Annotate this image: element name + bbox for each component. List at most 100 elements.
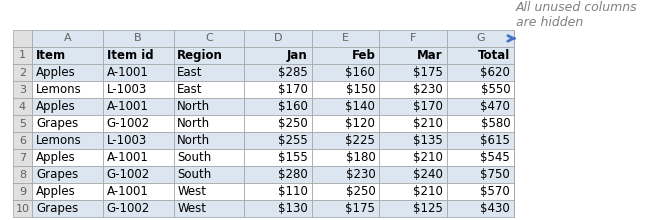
Text: $240: $240 (413, 168, 443, 181)
Bar (312, 64, 379, 81)
Bar (244, 132, 312, 149)
Bar (379, 149, 447, 166)
Text: $545: $545 (481, 151, 511, 164)
Text: $210: $210 (413, 185, 443, 198)
Bar (379, 64, 447, 81)
Bar (312, 183, 379, 200)
Bar (174, 81, 244, 98)
Bar (244, 47, 312, 64)
Text: 3: 3 (19, 84, 26, 95)
Text: 8: 8 (19, 170, 26, 180)
Text: 2: 2 (19, 68, 26, 77)
Text: $175: $175 (345, 202, 375, 215)
Text: $570: $570 (481, 185, 511, 198)
Bar (32, 149, 103, 166)
Text: West: West (178, 185, 206, 198)
Bar (244, 149, 312, 166)
Bar (447, 30, 514, 47)
Bar (447, 132, 514, 149)
Bar (312, 149, 379, 166)
Bar (103, 200, 174, 217)
Text: $210: $210 (413, 151, 443, 164)
Text: 5: 5 (19, 119, 26, 129)
Text: East: East (178, 83, 203, 96)
Bar (379, 166, 447, 183)
Text: $580: $580 (481, 117, 511, 130)
Bar (32, 115, 103, 132)
Text: A-1001: A-1001 (107, 100, 149, 113)
Text: A-1001: A-1001 (107, 185, 149, 198)
Bar (174, 64, 244, 81)
Text: L-1003: L-1003 (107, 83, 147, 96)
Bar (13, 132, 32, 149)
Text: $620: $620 (481, 66, 511, 79)
Bar (103, 149, 174, 166)
Text: Total: Total (478, 49, 511, 62)
Text: $175: $175 (413, 66, 443, 79)
Text: $250: $250 (278, 117, 308, 130)
Bar (13, 81, 32, 98)
Bar (13, 30, 32, 47)
Bar (174, 149, 244, 166)
Bar (103, 98, 174, 115)
Bar (447, 115, 514, 132)
Text: E: E (342, 33, 349, 43)
Text: $225: $225 (345, 134, 375, 147)
Text: G-1002: G-1002 (107, 168, 150, 181)
Text: G-1002: G-1002 (107, 202, 150, 215)
Text: Apples: Apples (36, 185, 76, 198)
Text: $160: $160 (278, 100, 308, 113)
Bar (379, 30, 447, 47)
Bar (244, 30, 312, 47)
Bar (174, 166, 244, 183)
Bar (447, 149, 514, 166)
Bar (174, 98, 244, 115)
Text: $210: $210 (413, 117, 443, 130)
Text: South: South (178, 168, 211, 181)
Bar (174, 30, 244, 47)
Bar (174, 47, 244, 64)
Text: Apples: Apples (36, 66, 76, 79)
Bar (379, 47, 447, 64)
Text: B: B (135, 33, 142, 43)
Text: C: C (205, 33, 213, 43)
Text: G: G (476, 33, 485, 43)
Text: Mar: Mar (417, 49, 443, 62)
Text: North: North (178, 100, 210, 113)
Text: Region: Region (178, 49, 223, 62)
Text: Grapes: Grapes (36, 202, 78, 215)
Text: $550: $550 (481, 83, 511, 96)
Bar (32, 64, 103, 81)
Text: $285: $285 (278, 66, 308, 79)
Text: West: West (178, 202, 206, 215)
Text: Apples: Apples (36, 100, 76, 113)
Bar (32, 166, 103, 183)
Bar (447, 166, 514, 183)
Bar (13, 47, 32, 64)
Bar (379, 98, 447, 115)
Text: D: D (274, 33, 282, 43)
Bar (379, 200, 447, 217)
Bar (447, 183, 514, 200)
Text: Grapes: Grapes (36, 117, 78, 130)
Bar (312, 166, 379, 183)
Bar (447, 200, 514, 217)
Text: $170: $170 (413, 100, 443, 113)
Bar (447, 64, 514, 81)
Text: Lemons: Lemons (36, 83, 82, 96)
Text: A-1001: A-1001 (107, 151, 149, 164)
Bar (13, 166, 32, 183)
Text: Jan: Jan (287, 49, 308, 62)
Text: 1: 1 (19, 50, 26, 61)
Text: $150: $150 (345, 83, 375, 96)
Bar (32, 183, 103, 200)
Text: $135: $135 (413, 134, 443, 147)
Bar (244, 64, 312, 81)
Text: Apples: Apples (36, 151, 76, 164)
Bar (447, 81, 514, 98)
Text: $160: $160 (345, 66, 375, 79)
Text: $180: $180 (345, 151, 375, 164)
Text: 9: 9 (19, 187, 26, 197)
Text: Item: Item (36, 49, 66, 62)
Text: G-1002: G-1002 (107, 117, 150, 130)
